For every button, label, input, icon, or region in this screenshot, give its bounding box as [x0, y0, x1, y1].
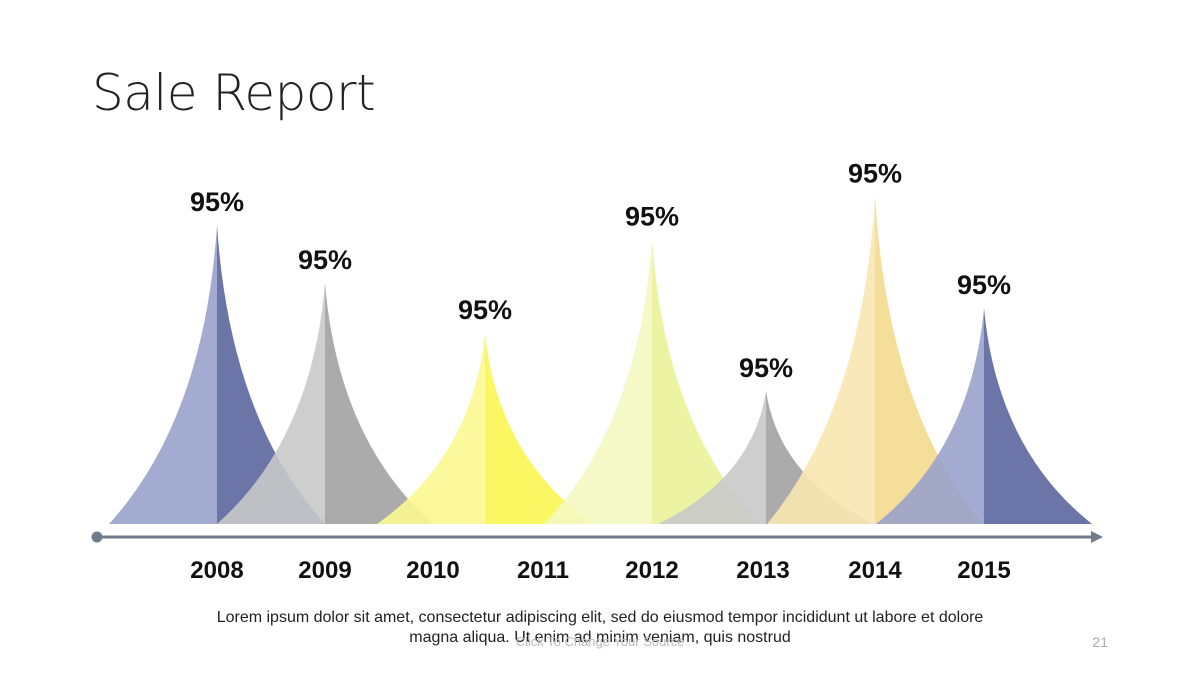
peak-left-half [658, 390, 766, 524]
peak-2008 [109, 225, 325, 524]
description-text: Lorem ipsum dolor sit amet, consectetur … [216, 609, 984, 646]
axis-arrow-icon [1091, 531, 1103, 543]
year-label-2009: 2009 [298, 557, 351, 584]
peak-value-label: 95% [298, 245, 352, 275]
peak-2014 [876, 308, 1092, 524]
peak-2010 [377, 333, 593, 524]
year-label-2011: 2011 [517, 557, 569, 584]
peak-left-half [217, 282, 325, 524]
peak-2013 [767, 196, 983, 524]
page-number: 21 [1092, 634, 1108, 650]
source-text[interactable]: Click To Change Your Source [515, 634, 685, 649]
axis-start-dot [91, 531, 103, 543]
peak-left-half [377, 333, 485, 524]
peak-right-half [325, 282, 433, 524]
peak-2011 [544, 239, 760, 524]
year-label-2014: 2014 [848, 557, 902, 584]
peak-value-label: 95% [458, 295, 512, 325]
peak-value-label: 95% [625, 202, 679, 232]
year-label-2010: 2010 [406, 557, 459, 584]
year-label-2013: 2013 [736, 557, 789, 584]
year-label-2015: 2015 [957, 557, 1010, 584]
peak-value-label: 95% [190, 187, 244, 217]
peak-left-half [876, 308, 984, 524]
peak-left-half [109, 225, 217, 524]
peak-right-half [875, 196, 983, 524]
peak-2009 [217, 282, 433, 524]
peak-value-label: 95% [957, 270, 1011, 300]
peak-value-label: 95% [848, 158, 902, 188]
year-label-2008: 2008 [190, 557, 243, 584]
slide-title: Sale Report [92, 64, 376, 122]
peak-chart: 95% 95% 95% 95% 95% 95% 95% 2008 2009 2010 2011 201… [91, 158, 1103, 584]
peak-right-half [485, 333, 593, 524]
peak-right-half [217, 225, 325, 524]
peak-left-half [767, 196, 875, 524]
year-label-2012: 2012 [625, 557, 678, 584]
peak-right-half [984, 308, 1092, 524]
peak-left-half [544, 239, 652, 524]
peak-value-label: 95% [739, 353, 793, 383]
peak-right-half [652, 239, 760, 524]
